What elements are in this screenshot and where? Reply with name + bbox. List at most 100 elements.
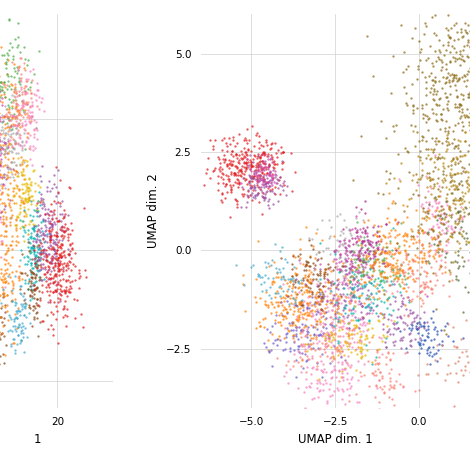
Point — [252, 163, 259, 171]
Point — [337, 231, 344, 239]
Point — [425, 239, 433, 246]
Point — [233, 180, 241, 187]
Point — [29, 246, 37, 254]
Point — [383, 220, 390, 228]
Point — [24, 134, 31, 141]
Point — [18, 74, 25, 82]
Point — [448, 210, 456, 218]
Point — [17, 153, 25, 160]
Point — [268, 173, 275, 181]
Point — [307, 370, 314, 377]
Point — [59, 222, 66, 230]
Point — [430, 194, 438, 202]
Point — [415, 137, 422, 145]
Point — [399, 201, 406, 209]
Point — [416, 283, 423, 290]
Point — [347, 247, 355, 255]
Point — [339, 291, 347, 298]
Point — [436, 237, 443, 245]
Point — [447, 369, 454, 377]
Point — [67, 184, 74, 192]
Point — [354, 254, 361, 261]
Point — [401, 325, 408, 333]
Point — [396, 265, 403, 273]
Point — [305, 312, 313, 319]
Point — [0, 276, 2, 283]
Point — [0, 134, 8, 142]
Point — [364, 357, 372, 365]
Point — [309, 301, 316, 309]
Point — [0, 137, 4, 144]
Point — [10, 64, 18, 72]
Point — [53, 217, 61, 224]
Point — [338, 368, 346, 375]
Point — [371, 249, 379, 256]
Point — [437, 262, 445, 270]
Point — [0, 329, 5, 337]
Point — [7, 116, 15, 124]
Point — [69, 260, 76, 268]
Point — [364, 294, 372, 302]
Point — [252, 298, 260, 306]
Point — [63, 292, 71, 300]
Point — [0, 219, 1, 227]
Point — [27, 266, 34, 273]
Point — [22, 120, 29, 128]
Point — [365, 303, 373, 310]
Point — [0, 163, 3, 170]
Point — [314, 256, 321, 264]
Point — [2, 124, 9, 132]
Point — [446, 178, 454, 185]
Point — [379, 273, 386, 281]
Point — [36, 244, 43, 251]
Point — [23, 89, 30, 96]
Point — [465, 67, 472, 74]
Point — [0, 255, 8, 263]
Point — [368, 369, 375, 376]
Point — [383, 248, 391, 256]
Point — [458, 348, 466, 356]
Point — [320, 310, 328, 317]
Point — [418, 258, 426, 266]
Point — [362, 270, 369, 278]
Point — [318, 339, 325, 347]
Point — [260, 180, 267, 188]
Point — [454, 103, 461, 111]
Point — [46, 271, 54, 278]
Point — [10, 315, 18, 322]
Point — [457, 0, 465, 1]
Point — [25, 196, 32, 203]
Point — [0, 80, 6, 87]
Point — [290, 303, 298, 310]
Point — [243, 159, 250, 167]
Point — [43, 287, 51, 294]
Point — [254, 189, 262, 196]
Point — [458, 33, 465, 41]
Point — [335, 310, 343, 317]
Point — [366, 237, 374, 245]
Point — [391, 298, 398, 305]
Point — [20, 199, 28, 206]
Point — [55, 266, 63, 273]
Point — [446, 206, 453, 213]
Point — [16, 120, 23, 128]
Point — [429, 307, 437, 314]
Point — [32, 124, 40, 132]
Point — [428, 69, 435, 77]
Point — [330, 342, 338, 350]
Point — [71, 249, 79, 256]
Point — [425, 73, 433, 80]
Point — [458, 169, 465, 177]
Point — [36, 261, 44, 268]
Point — [386, 356, 394, 364]
Point — [348, 311, 356, 319]
Point — [436, 77, 443, 84]
Point — [298, 333, 305, 341]
Point — [303, 300, 310, 308]
Point — [277, 273, 285, 280]
Point — [369, 264, 376, 272]
Point — [278, 301, 286, 309]
Point — [5, 116, 13, 123]
Point — [16, 307, 24, 315]
Point — [446, 202, 453, 210]
